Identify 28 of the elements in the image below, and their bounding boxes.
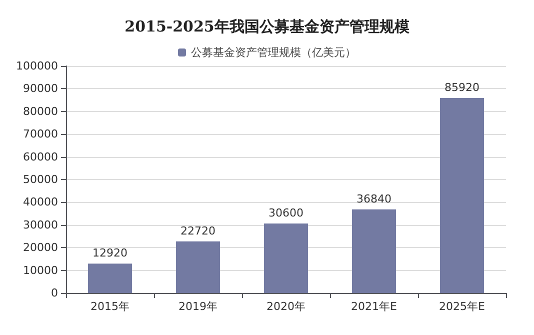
bar: [88, 264, 132, 293]
bar: [440, 98, 484, 293]
y-tick-label: 40000: [23, 196, 58, 209]
y-tick-label: 100000: [16, 60, 58, 72]
y-tick-label: 20000: [23, 241, 58, 254]
y-tick-label: 70000: [23, 128, 58, 141]
y-tick-label: 90000: [23, 82, 58, 96]
x-tick-label: 2020年: [266, 300, 306, 313]
bar: [264, 224, 308, 293]
bar: [176, 241, 220, 293]
bar: [352, 209, 396, 293]
data-label: 36840: [356, 192, 392, 206]
x-tick-label: 2015年: [90, 300, 130, 313]
chart-title: 2015-2025年我国公募基金资产管理规模: [124, 18, 410, 36]
x-tick-label: 2021年E: [351, 300, 398, 313]
data-label: 22720: [180, 224, 216, 238]
data-label: 85920: [444, 80, 480, 94]
x-tick-label: 2025年E: [439, 300, 486, 313]
y-tick-label: 50000: [23, 173, 58, 186]
data-label: 12920: [92, 246, 128, 260]
y-tick-label: 10000: [23, 264, 58, 277]
y-tick-label: 60000: [23, 150, 58, 164]
legend-label: 公募基金资产管理规模（亿美元）: [191, 46, 356, 59]
y-tick-label: 80000: [23, 104, 58, 118]
y-tick-label: 0: [51, 286, 58, 300]
data-label: 30600: [268, 206, 304, 220]
x-tick-label: 2019年: [178, 300, 218, 313]
y-tick-label: 30000: [23, 218, 58, 232]
